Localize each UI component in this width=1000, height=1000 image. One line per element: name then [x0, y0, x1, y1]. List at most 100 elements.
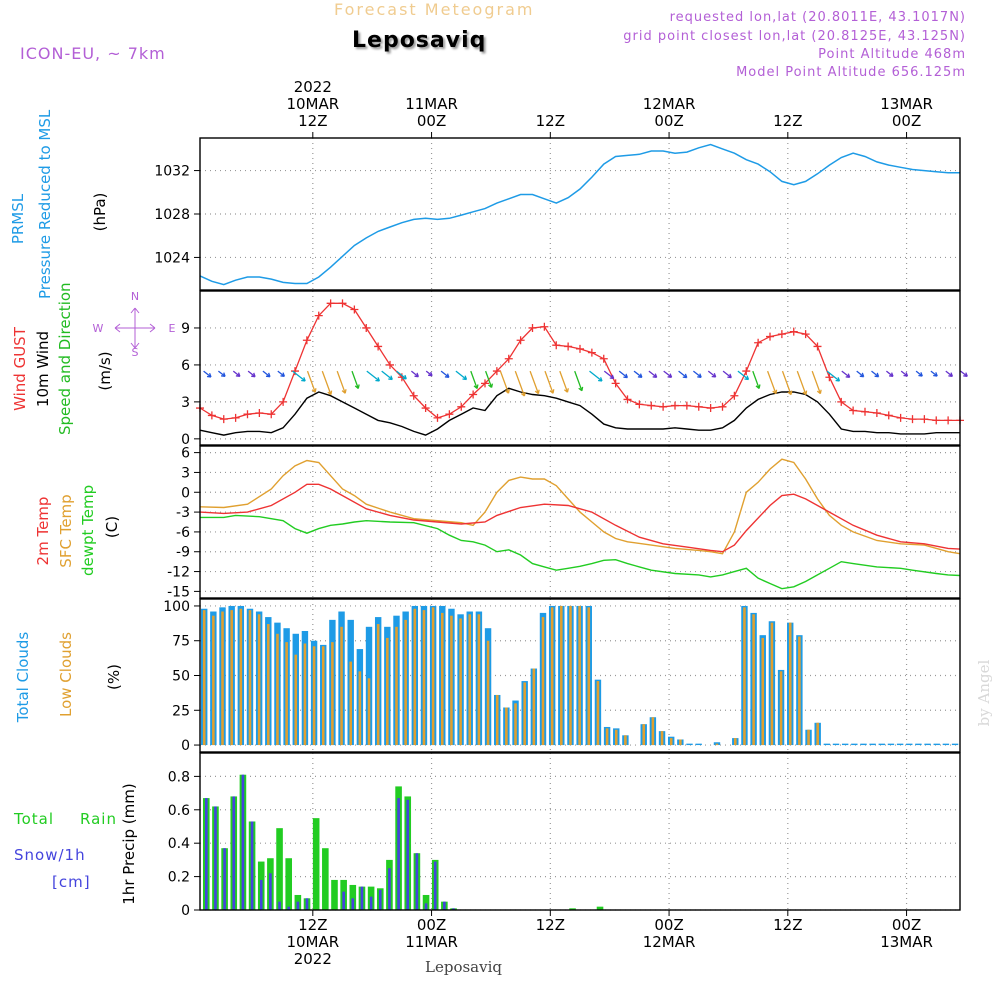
total-clouds-bar — [906, 743, 913, 746]
wind-gust-marker — [671, 401, 679, 410]
pressure-ytick-label: 1028 — [154, 207, 190, 223]
total-clouds-bar — [841, 743, 849, 746]
wind-direction-arrow — [871, 370, 880, 378]
wind-direction-arrow — [589, 370, 603, 382]
bottom-time-label: 00Z — [417, 916, 446, 934]
snow-bar — [388, 868, 391, 910]
wind-gust-marker — [647, 401, 656, 410]
snow-bar — [378, 889, 382, 910]
low-clouds-bar — [212, 615, 215, 746]
low-clouds-bar — [239, 608, 243, 746]
wind-direction-arrow — [366, 370, 381, 382]
low-clouds-bar — [285, 642, 288, 746]
clouds-ytick-label: 100 — [163, 599, 190, 615]
model-label: ICON-EU, ~ 7km — [20, 44, 166, 63]
model-point-altitude: Model Point Altitude 656.125m — [736, 65, 966, 80]
compass-n-label: N — [131, 290, 139, 303]
low-clouds-bar — [550, 607, 554, 746]
wind-direction-arrow — [306, 370, 317, 393]
wind-gust-line — [199, 302, 960, 422]
wind-direction-arrow — [499, 370, 510, 394]
low-clouds-bar — [779, 671, 783, 746]
wind-direction-arrow — [648, 370, 658, 378]
precip-ytick-label: 0.8 — [168, 769, 190, 785]
pressure-line — [199, 143, 960, 286]
wind-gust-marker — [742, 367, 751, 376]
low-clouds-bar — [560, 605, 563, 746]
low-clouds-bar — [578, 605, 581, 746]
wind-direction-arrow — [826, 370, 841, 382]
compass-icon — [114, 307, 156, 349]
wind-direction-arrow — [885, 370, 894, 378]
low-clouds-bar — [495, 694, 499, 746]
bottom-time-label: 10MAR — [286, 933, 339, 951]
low-clouds-bar — [761, 637, 765, 746]
wind-direction-arrow — [618, 370, 629, 379]
wind-direction-arrow — [455, 370, 468, 381]
bottom-time-label: 13MAR — [880, 933, 933, 951]
snow-bar — [415, 853, 419, 910]
wind-gust-marker — [920, 415, 929, 424]
wind-gust-marker — [386, 360, 394, 369]
wind-gust-marker — [338, 299, 347, 308]
wind-gust-marker — [243, 410, 252, 419]
bottom-time-label: 2022 — [294, 950, 332, 968]
wind-direction-arrow — [440, 370, 450, 378]
wind-direction-arrow — [678, 370, 688, 379]
wind-direction-arrow — [781, 370, 793, 396]
wind-direction-arrow — [796, 370, 808, 396]
wind-direction-arrow — [203, 370, 212, 378]
top-time-label: 00Z — [892, 112, 921, 130]
wind-gust-marker — [231, 413, 240, 422]
wind-direction-arrow — [707, 370, 717, 378]
wind-gust-marker — [944, 416, 953, 425]
wind-direction-arrow — [247, 370, 256, 378]
snow-bar — [278, 901, 281, 910]
low-clouds-bar — [770, 622, 774, 746]
total-clouds-bar — [869, 743, 876, 746]
wind-gust-marker — [706, 404, 715, 413]
low-clouds-bar — [807, 729, 810, 746]
total-clouds-bar — [860, 743, 867, 746]
rain-bar — [331, 879, 338, 910]
wind-gust-marker — [837, 397, 846, 406]
point-altitude: Point Altitude 468m — [818, 47, 966, 62]
low-clouds-bar — [267, 624, 270, 746]
wind-gust-marker — [207, 411, 216, 420]
wind-direction-arrow — [663, 370, 673, 378]
temp-ytick-label: -6 — [176, 525, 190, 541]
top-time-label: 00Z — [417, 112, 446, 130]
snow-bar — [214, 806, 217, 910]
wind-direction-arrow — [381, 370, 393, 381]
total-clouds-bar — [686, 743, 693, 746]
snow-bar — [406, 799, 410, 910]
temp-ytick-label: 0 — [181, 485, 190, 501]
sfc-temp-line — [199, 458, 961, 555]
wind-gust-marker — [635, 400, 644, 409]
wind-ytick-label: 0 — [181, 432, 190, 448]
pressure-ytick-label: 1032 — [154, 164, 190, 180]
low-clouds-bar — [257, 614, 261, 746]
low-clouds-bar — [514, 703, 517, 746]
low-clouds-bar — [404, 619, 407, 746]
precip-total-label: Total — [14, 810, 55, 828]
wind-gust-marker — [279, 397, 288, 406]
snow-bar — [369, 896, 373, 910]
snow-bar — [259, 879, 263, 910]
low-clouds-bar — [431, 607, 435, 746]
snow-bar — [287, 906, 291, 910]
top-time-label: 00Z — [654, 112, 683, 130]
low-clouds-bar — [312, 646, 316, 746]
snow-bar — [424, 903, 428, 910]
location-title: Leposaviq — [352, 28, 487, 53]
total-clouds-bar — [887, 743, 895, 746]
low-clouds-bar — [587, 607, 591, 746]
low-clouds-bar — [331, 642, 334, 746]
wind-gust-marker — [611, 379, 620, 388]
snow-bar — [342, 891, 345, 910]
wind-gust-marker — [730, 391, 739, 400]
wind-direction-arrow — [900, 370, 909, 377]
wind-direction-arrow — [559, 370, 569, 393]
low-clouds-bar — [294, 654, 298, 746]
